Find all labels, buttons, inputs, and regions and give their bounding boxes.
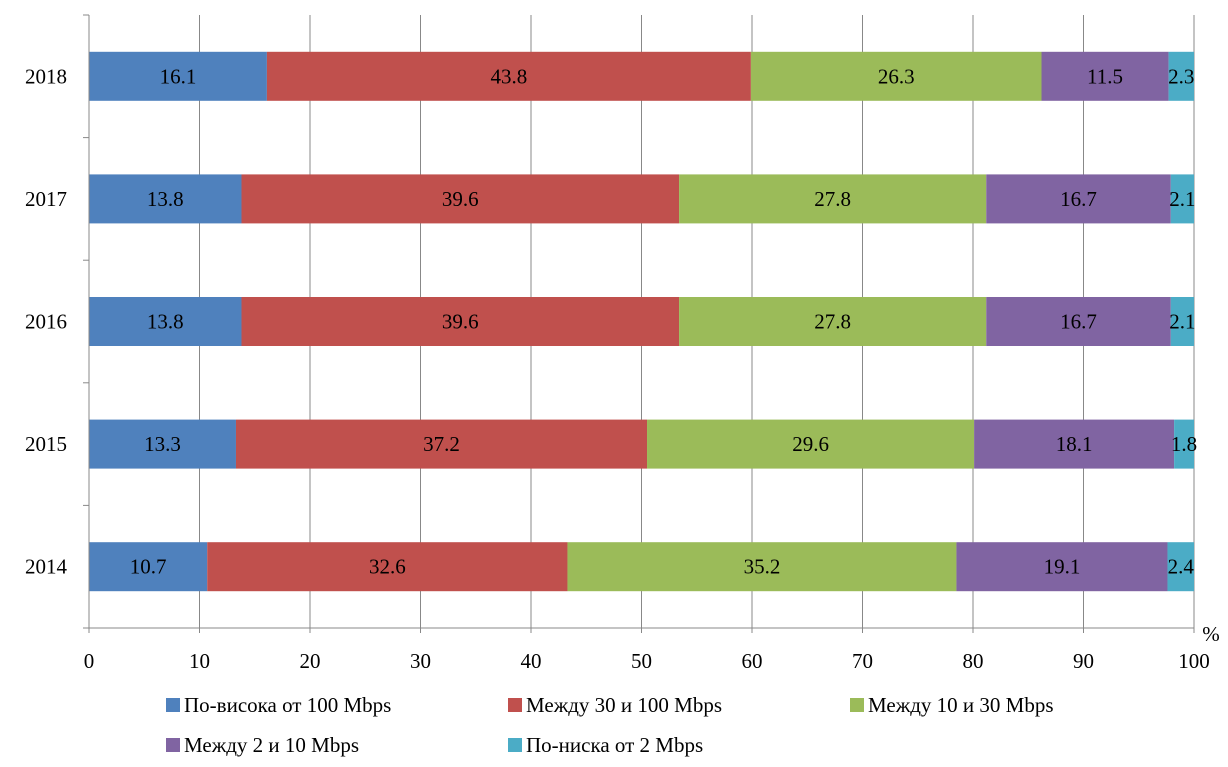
bar-2017-series-4 (1170, 174, 1194, 224)
bar-2014-series-0 (89, 542, 208, 592)
legend-swatch-0 (166, 698, 180, 712)
bar-2018-series-1 (266, 51, 751, 101)
data-label-2017-series-0: 13.8 (147, 187, 184, 211)
data-label-2015-series-0: 13.3 (144, 432, 181, 456)
data-label-2016-series-1: 39.6 (442, 310, 479, 334)
legend-swatch-2 (850, 698, 864, 712)
x-tick-label-0: 0 (84, 649, 95, 673)
bars (89, 51, 1194, 592)
y-tick-label-2014: 2014 (25, 555, 68, 579)
data-label-2016-series-0: 13.8 (147, 310, 184, 334)
data-label-2018-series-0: 16.1 (160, 64, 197, 88)
legend-label-1: Между 30 и 100 Mbps (526, 693, 722, 717)
legend-label-3: Между 2 и 10 Mbps (184, 733, 359, 757)
data-label-2015-series-4: 1.8 (1171, 432, 1197, 456)
bar-2016-series-2 (679, 297, 987, 346)
bar-2017-series-1 (241, 174, 680, 224)
x-tick-label-90: 90 (1073, 649, 1094, 673)
x-tick-label-20: 20 (300, 649, 321, 673)
y-tick-label-2018: 2018 (25, 64, 67, 88)
bar-2016-series-1 (241, 297, 680, 346)
legend-label-0: По-висока от 100 Mbps (184, 693, 391, 717)
x-tick-label-10: 10 (189, 649, 210, 673)
bar-2018-series-0 (89, 51, 267, 101)
legend-label-2: Между 10 и 30 Mbps (868, 693, 1054, 717)
axes: 0 10 20 30 40 50 60 70 80 90 100 2018 2017 2016 2015 20… (25, 14, 1210, 673)
legend-swatch-4 (508, 738, 522, 752)
data-label-2016-series-3: 16.7 (1060, 310, 1097, 334)
bar-2016-series-3 (986, 297, 1171, 346)
bar-2018-series-2 (750, 51, 1042, 101)
data-label-2017-series-1: 39.6 (442, 187, 479, 211)
data-label-2016-series-2: 27.8 (814, 310, 851, 334)
x-tick-label-50: 50 (631, 649, 652, 673)
bar-2017-series-0 (89, 174, 242, 224)
legend-swatch-3 (166, 738, 180, 752)
data-label-2014-series-2: 35.2 (744, 555, 781, 579)
x-tick-label-30: 30 (410, 649, 431, 673)
y-tick-label-2017: 2017 (25, 187, 67, 211)
y-tick-label-2016: 2016 (25, 310, 67, 334)
data-label-2014-series-0: 10.7 (130, 555, 167, 579)
data-label-2014-series-1: 32.6 (369, 555, 406, 579)
bar-2014-series-3 (956, 542, 1168, 592)
data-label-2014-series-4: 2.4 (1168, 555, 1195, 579)
data-label-2015-series-3: 18.1 (1056, 432, 1093, 456)
bar-2015-series-3 (974, 419, 1175, 469)
data-label-2018-series-1: 43.8 (491, 64, 528, 88)
bar-2018-series-4 (1168, 51, 1194, 101)
bar-2014-series-2 (567, 542, 957, 592)
bar-2015-series-2 (647, 419, 975, 469)
data-label-2014-series-3: 19.1 (1044, 555, 1081, 579)
data-label-2017-series-3: 16.7 (1060, 187, 1097, 211)
bar-2016-series-0 (89, 297, 242, 346)
bar-2015-series-0 (89, 419, 236, 469)
y-tick-label-2015: 2015 (25, 432, 67, 456)
data-label-2018-series-2: 26.3 (878, 64, 915, 88)
x-tick-label-70: 70 (852, 649, 873, 673)
x-tick-label-60: 60 (742, 649, 763, 673)
data-label-2017-series-4: 2.1 (1169, 187, 1195, 211)
x-tick-label-100: 100 (1178, 649, 1210, 673)
data-label-2015-series-2: 29.6 (792, 432, 829, 456)
legend-label-4: По-ниска от 2 Mbps (526, 733, 703, 757)
x-tick-label-40: 40 (521, 649, 542, 673)
data-labels: 16.1 43.8 26.3 11.5 2.3 13.8 39.6 27.8 16.7 2.1 13… (130, 64, 1197, 578)
bar-2014-series-4 (1167, 542, 1194, 592)
data-label-2016-series-4: 2.1 (1169, 310, 1195, 334)
bar-2018-series-3 (1041, 51, 1169, 101)
data-label-2018-series-4: 2.3 (1168, 64, 1194, 88)
x-tick-label-80: 80 (963, 649, 984, 673)
data-label-2015-series-1: 37.2 (423, 432, 460, 456)
bar-2016-series-4 (1170, 297, 1194, 346)
bar-2015-series-4 (1174, 419, 1194, 469)
bar-2014-series-1 (207, 542, 568, 592)
bar-2017-series-3 (986, 174, 1171, 224)
bar-2015-series-1 (235, 419, 648, 469)
legend: По-висока от 100 Mbps Между 30 и 100 Mbps… (166, 693, 1054, 757)
bar-2017-series-2 (679, 174, 987, 224)
data-label-2018-series-3: 11.5 (1087, 64, 1123, 88)
legend-swatch-1 (508, 698, 522, 712)
data-label-2017-series-2: 27.8 (814, 187, 851, 211)
x-unit-label: % (1202, 622, 1220, 646)
